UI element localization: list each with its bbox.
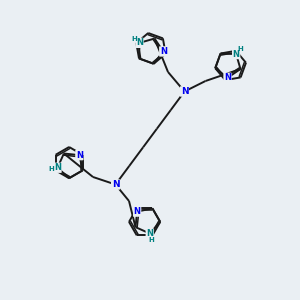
Text: N: N [136,38,143,47]
Text: N: N [181,87,188,96]
Text: N: N [160,47,167,56]
Text: N: N [76,151,83,160]
Text: N: N [54,163,61,172]
Text: N: N [112,180,119,189]
Text: N: N [146,229,153,238]
Text: H: H [237,46,243,52]
Text: H: H [48,166,54,172]
Text: H: H [148,237,154,243]
Text: N: N [233,50,240,58]
Text: N: N [134,207,141,216]
Text: N: N [224,73,231,82]
Text: H: H [131,36,137,42]
